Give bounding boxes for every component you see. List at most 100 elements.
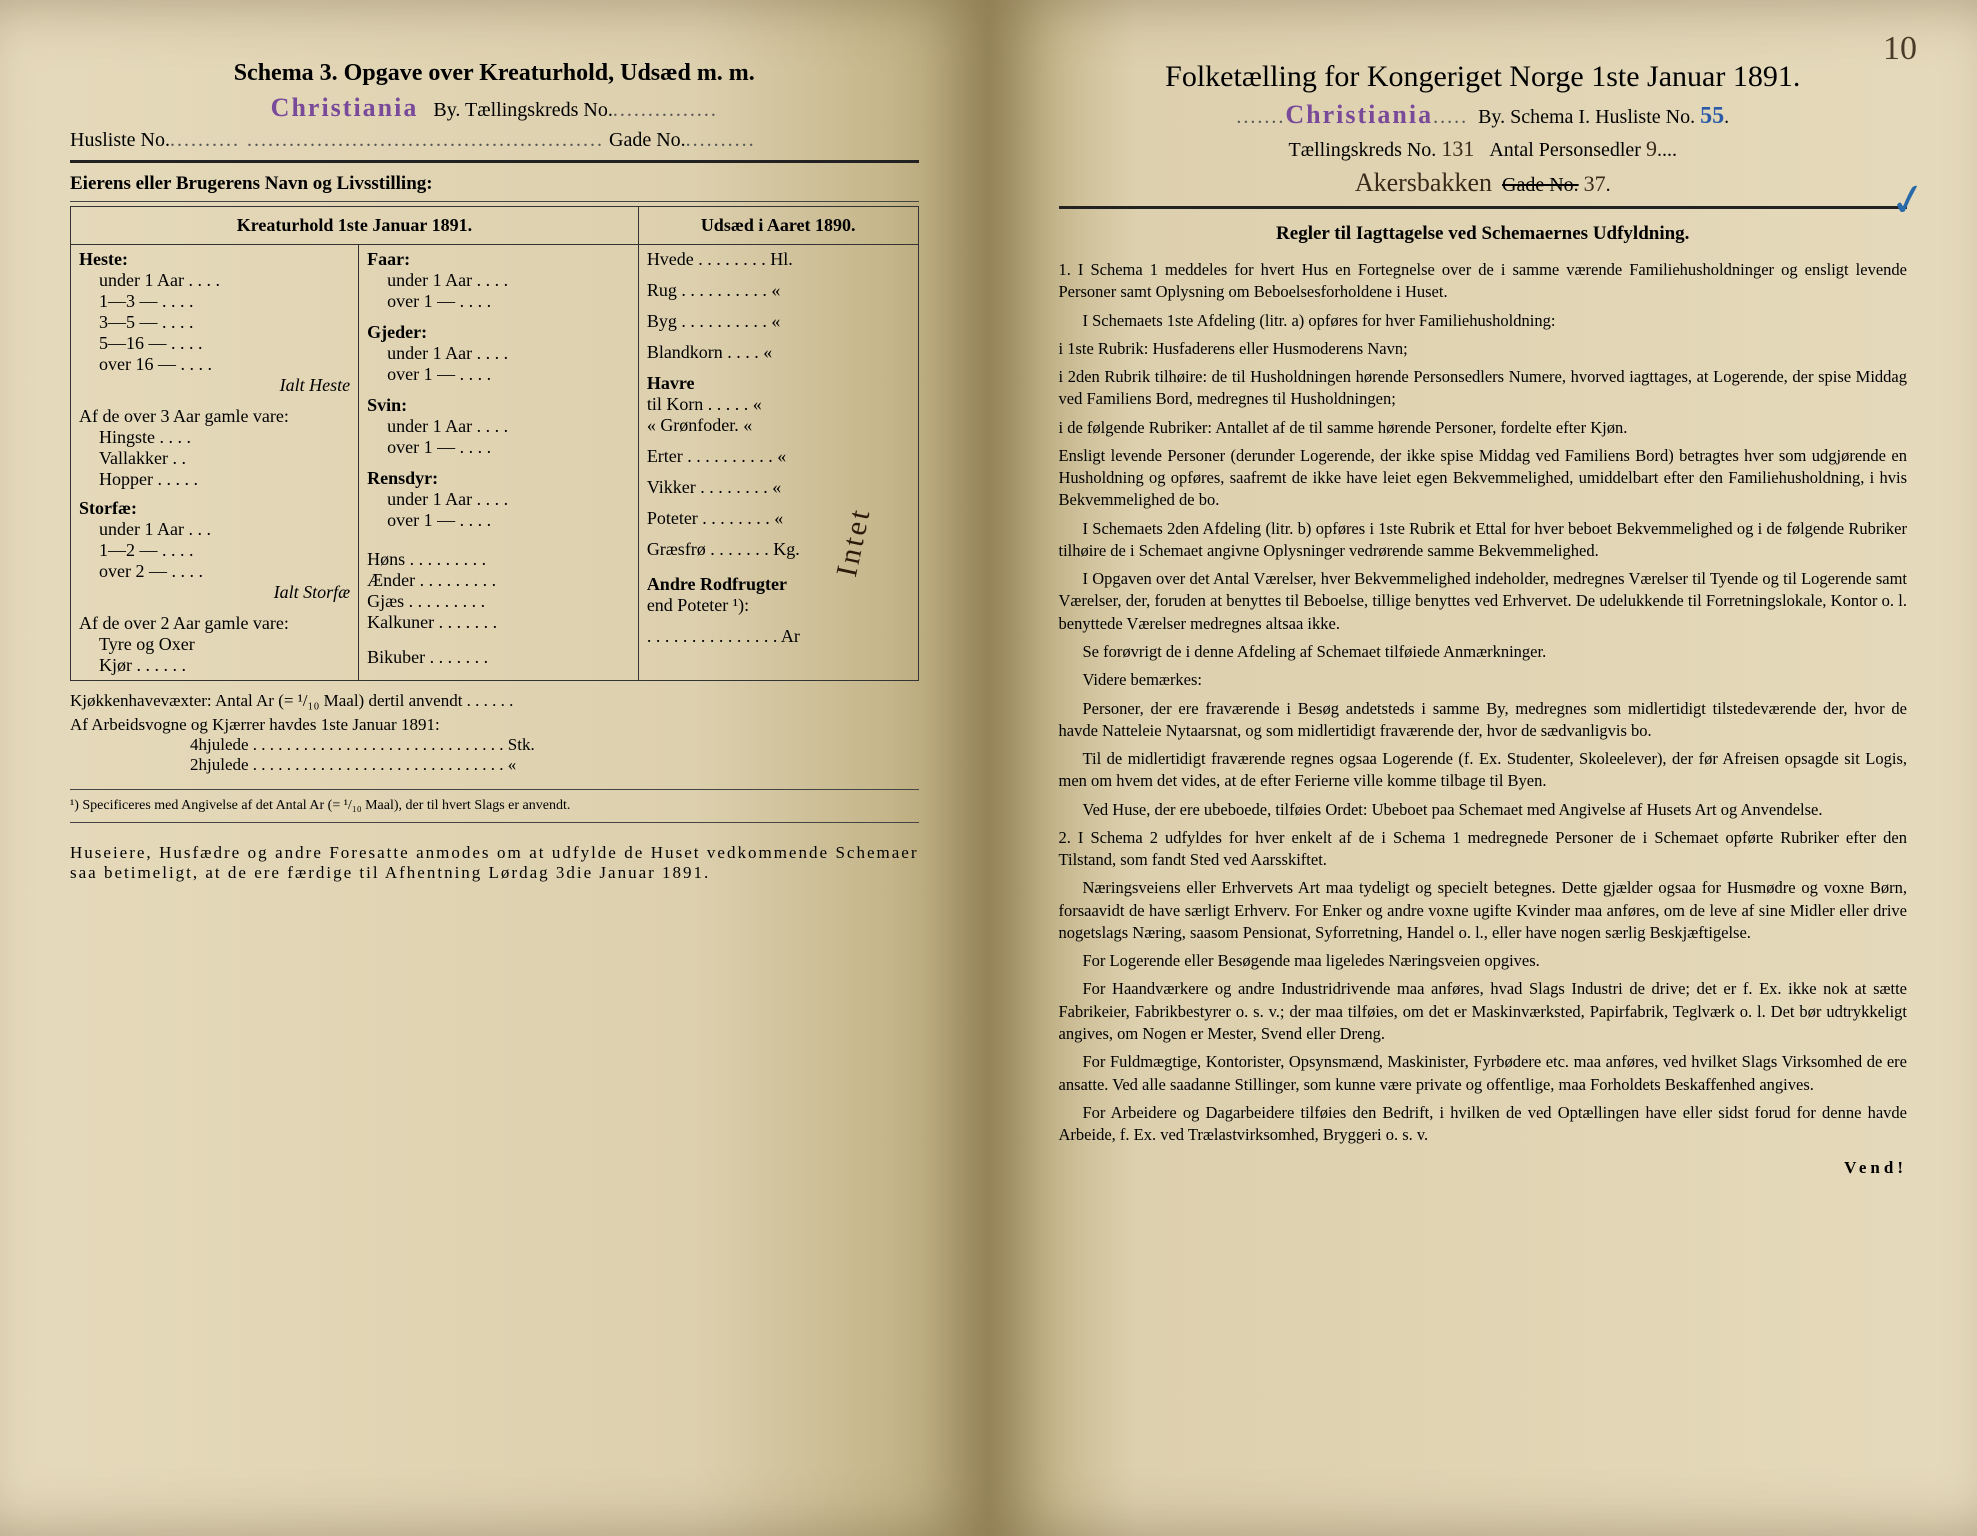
col-heste: Heste: under 1 Aar . . . . 1—3 — . . . .…: [71, 245, 359, 681]
antal-label: Antal Personsedler: [1489, 139, 1641, 161]
kjokken-row: Kjøkkenhavevæxter: Antal Ar (= ¹/₁₀ Maal…: [70, 691, 919, 711]
right-page: 10 ✓ Folketælling for Kongeriget Norge 1…: [989, 0, 1977, 1536]
tkreds-value: 131: [1441, 136, 1474, 161]
rule-2: Ensligt levende Personer (derunder Loger…: [1059, 445, 1908, 512]
vend-label: Vend!: [1059, 1158, 1908, 1178]
street-hand: Akersbakken: [1355, 168, 1492, 197]
husliste-row: Husliste No........... .................…: [70, 129, 919, 152]
svin-head: Svin:: [367, 395, 630, 416]
heste-head: Heste:: [79, 249, 350, 270]
heste-r2: 3—5 — . . . .: [79, 312, 350, 333]
ao2-0: Tyre og Oxer: [79, 634, 350, 655]
heste-r0: under 1 Aar . . . .: [79, 270, 350, 291]
kreatur-table: Kreaturhold 1ste Januar 1891. Udsæd i Aa…: [70, 206, 919, 681]
by-tkreds-label: By. Tællingskreds No.: [433, 99, 612, 121]
aender: Ænder . . . . . . . . .: [367, 570, 630, 591]
heste-r1: 1—3 — . . . .: [79, 291, 350, 312]
divider: [70, 822, 919, 823]
bikuber: Bikuber . . . . . . .: [367, 647, 630, 668]
ao3-1: Vallakker . .: [79, 448, 350, 469]
ao3-0: Hingste . . . .: [79, 427, 350, 448]
ialt-heste: Ialt Heste: [79, 375, 350, 396]
rule-7: Personer, der ere fraværende i Besøg and…: [1059, 698, 1908, 743]
arbeids-row: Af Arbeidsvogne og Kjærrer havdes 1ste J…: [70, 715, 919, 735]
rule-1d: i 2den Rubrik tilhøire: de til Husholdni…: [1059, 366, 1908, 411]
hjul4: 4hjulede . . . . . . . . . . . . . . . .…: [70, 735, 919, 755]
rule-1e: i de følgende Rubriker: Antallet af de t…: [1059, 417, 1908, 439]
col2-head: Udsæd i Aaret 1890.: [638, 207, 918, 245]
tkreds-label: Tællingskreds No.: [1289, 139, 1437, 161]
gj-1: over 1 — . . . .: [367, 364, 630, 385]
divider: [1059, 206, 1908, 209]
ud-7: Erter . . . . . . . . . . «: [647, 446, 910, 467]
rd-1: over 1 — . . . .: [367, 510, 630, 531]
husliste-label: Husliste No.: [70, 129, 170, 151]
footer-note: Huseiere, Husfædre og andre Foresatte an…: [70, 843, 919, 883]
sf-2: over 2 — . . . .: [79, 561, 350, 582]
rule-1b: I Schemaets 1ste Afdeling (litr. a) opfø…: [1059, 310, 1908, 332]
heste-r3: 5—16 — . . . .: [79, 333, 350, 354]
hjul2: 2hjulede . . . . . . . . . . . . . . . .…: [70, 755, 919, 775]
city-row: .......Christiania..... By. Schema I. Hu…: [1059, 100, 1908, 130]
rule-8: Til de midlertidigt fraværende regnes og…: [1059, 748, 1908, 793]
rule-11: Næringsveiens eller Erhvervets Art maa t…: [1059, 877, 1908, 944]
ud-4: Havre: [647, 373, 910, 394]
sf-1: 1—2 — . . . .: [79, 540, 350, 561]
rule-6: Videre bemærkes:: [1059, 669, 1908, 691]
rules-body: 1. I Schema 1 meddeles for hvert Hus en …: [1059, 259, 1908, 1146]
rule-1c: i 1ste Rubrik: Husfaderens eller Husmode…: [1059, 338, 1908, 360]
rule-5: Se forøvrigt de i denne Afdeling af Sche…: [1059, 641, 1908, 663]
ao2-1: Kjør . . . . . .: [79, 655, 350, 676]
divider: [70, 201, 919, 202]
antal-value: 9: [1646, 136, 1657, 161]
kalkuner: Kalkuner . . . . . . .: [367, 612, 630, 633]
book-spread: Schema 3. Opgave over Kreaturhold, Udsæd…: [0, 0, 1977, 1536]
gade-row: Akersbakken Gade No. 37.: [1059, 168, 1908, 198]
faar-head: Faar:: [367, 249, 630, 270]
page-number: 10: [1883, 30, 1917, 68]
ud-0: Hvede . . . . . . . . Hl.: [647, 249, 910, 270]
ao3-2: Hopper . . . . .: [79, 469, 350, 490]
col-udsaed: Hvede . . . . . . . . Hl. Rug . . . . . …: [638, 245, 918, 681]
census-title: Folketælling for Kongeriget Norge 1ste J…: [1059, 60, 1908, 94]
rule-15: For Arbeidere og Dagarbeidere tilføies d…: [1059, 1102, 1908, 1147]
ud-8: Vikker . . . . . . . . «: [647, 477, 910, 498]
by-schema-label: By. Schema I. Husliste No.: [1478, 106, 1695, 128]
footnote-1: ¹) Specificeres med Angivelse af det Ant…: [70, 798, 919, 814]
gjeder-head: Gjeder:: [367, 322, 630, 343]
rule-10: 2. I Schema 2 udfyldes for hver enkelt a…: [1059, 827, 1908, 872]
christiania-stamp-left: Christiania: [271, 93, 419, 123]
gade-label: Gade No.: [609, 129, 686, 151]
divider: [70, 160, 919, 163]
sv-0: under 1 Aar . . . .: [367, 416, 630, 437]
ud-13: . . . . . . . . . . . . . . . Ar: [647, 626, 910, 647]
col-faar: Faar: under 1 Aar . . . . over 1 — . . .…: [359, 245, 639, 681]
gade-value: 37: [1584, 171, 1606, 196]
sv-1: over 1 — . . . .: [367, 437, 630, 458]
hons: Høns . . . . . . . . .: [367, 549, 630, 570]
sf-0: under 1 Aar . . .: [79, 519, 350, 540]
gj-0: under 1 Aar . . . .: [367, 343, 630, 364]
storfae-head: Storfæ:: [79, 498, 350, 519]
ud-11: Andre Rodfrugter: [647, 574, 910, 595]
col1-head: Kreaturhold 1ste Januar 1891.: [71, 207, 639, 245]
gade-label-r: Gade No.: [1502, 174, 1579, 196]
af-over3: Af de over 3 Aar gamle vare:: [79, 406, 350, 427]
heste-r4: over 16 — . . . .: [79, 354, 350, 375]
divider: [70, 789, 919, 790]
rule-9: Ved Huse, der ere ubeboede, tilføies Ord…: [1059, 799, 1908, 821]
rensdyr-head: Rensdyr:: [367, 468, 630, 489]
rd-0: under 1 Aar . . . .: [367, 489, 630, 510]
rule-1a: 1. I Schema 1 meddeles for hvert Hus en …: [1059, 259, 1908, 304]
owner-label: Eierens eller Brugerens Navn og Livsstil…: [70, 173, 919, 195]
ud-5: til Korn . . . . . «: [647, 394, 910, 415]
ud-12: end Poteter ¹):: [647, 595, 910, 616]
rule-14: For Fuldmægtige, Kontorister, Opsynsmænd…: [1059, 1051, 1908, 1096]
christiania-stamp-right: Christiania: [1285, 100, 1433, 130]
check-mark-icon: ✓: [1886, 172, 1931, 229]
rule-12: For Logerende eller Besøgende maa ligele…: [1059, 950, 1908, 972]
faar-0: under 1 Aar . . . .: [367, 270, 630, 291]
rule-4: I Opgaven over det Antal Værelser, hver …: [1059, 568, 1908, 635]
af-over2: Af de over 2 Aar gamle vare:: [79, 613, 350, 634]
schema3-title: Schema 3. Opgave over Kreaturhold, Udsæd…: [70, 60, 919, 87]
